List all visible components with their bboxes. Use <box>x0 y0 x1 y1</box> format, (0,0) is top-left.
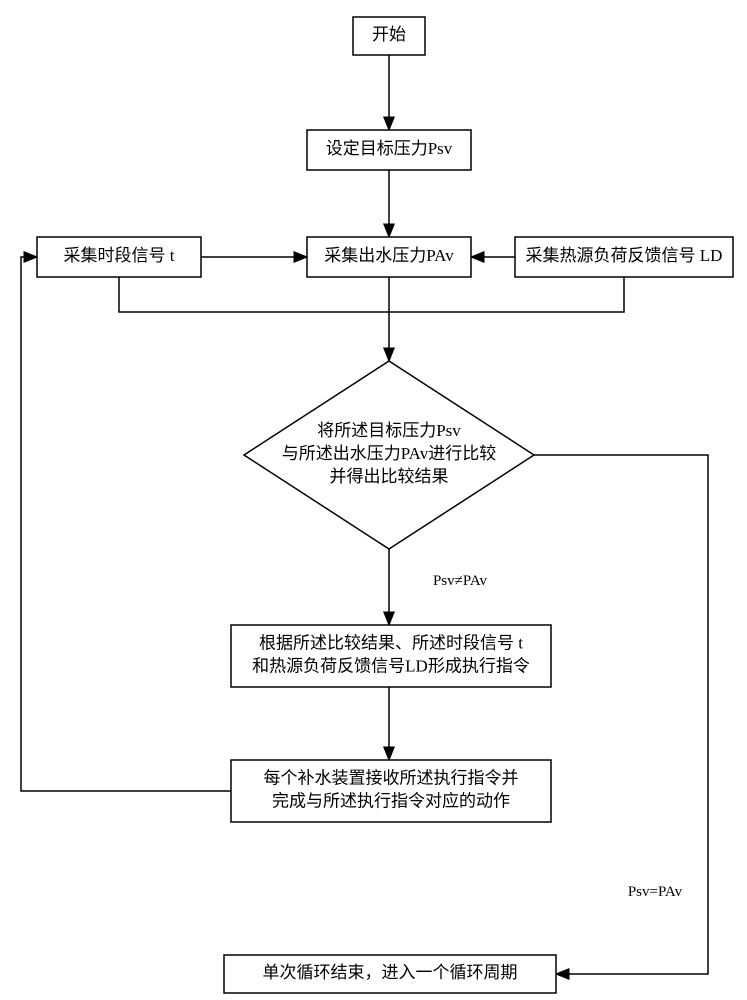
node-text-cmp: 与所述出水压力PAv进行比较 <box>282 444 496 463</box>
node-text-setPsv: 设定目标压力Psv <box>326 139 453 158</box>
edge-label: Psv≠PAv <box>433 573 488 589</box>
node-text-colT: 采集时段信号 t <box>64 246 175 265</box>
node-text-colPav: 采集出水压力PAv <box>324 246 454 265</box>
edge-label: Psv=PAv <box>628 884 683 900</box>
node-text-recv: 每个补水装置接收所述执行指令并 <box>264 768 519 787</box>
node-text-recv: 完成与所述执行指令对应的动作 <box>272 791 510 810</box>
edge <box>21 257 231 791</box>
edge <box>119 277 624 312</box>
node-text-exec: 和热源负荷反馈信号LD形成执行指令 <box>252 656 530 675</box>
node-text-end: 单次循环结束，进入一个循环周期 <box>263 963 518 982</box>
node-text-exec: 根据所述比较结果、所述时段信号 t <box>259 633 523 652</box>
node-text-colLd: 采集热源负荷反馈信号 LD <box>526 246 723 265</box>
node-text-cmp: 将所述目标压力Psv <box>317 421 461 440</box>
node-text-cmp: 并得出比较结果 <box>330 467 449 486</box>
node-text-start: 开始 <box>372 25 406 44</box>
